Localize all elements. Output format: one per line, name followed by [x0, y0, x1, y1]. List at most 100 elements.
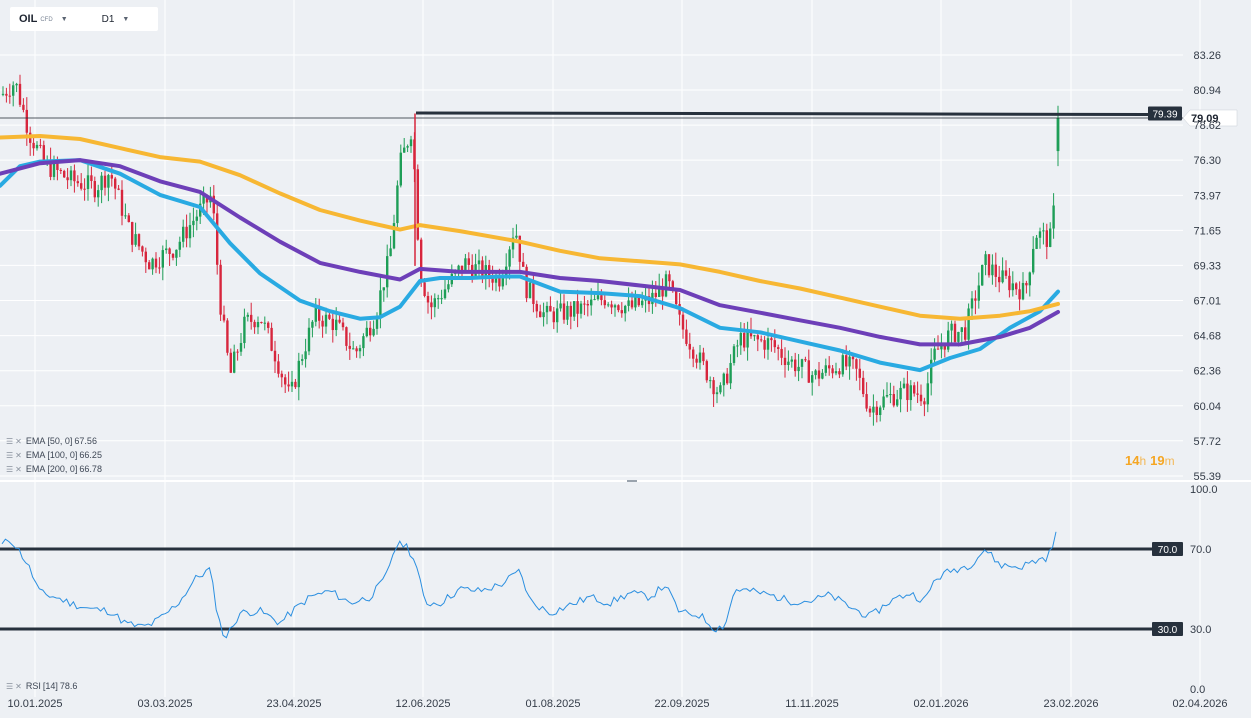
candle[interactable] [246, 312, 249, 322]
candle[interactable] [379, 277, 382, 329]
candle[interactable] [382, 287, 385, 302]
candle[interactable] [467, 252, 470, 273]
candle[interactable] [528, 282, 532, 299]
candle[interactable] [998, 265, 1001, 293]
candle[interactable] [610, 300, 613, 315]
close-icon[interactable]: ✕ [15, 681, 22, 691]
candle[interactable] [195, 209, 198, 231]
candle[interactable] [406, 144, 409, 153]
candle[interactable] [250, 302, 253, 330]
candle[interactable] [216, 201, 219, 275]
candle[interactable] [559, 291, 562, 312]
candle[interactable] [770, 336, 773, 352]
candle[interactable] [943, 345, 946, 358]
candle[interactable] [641, 291, 644, 308]
close-icon[interactable]: ✕ [15, 464, 22, 474]
candle[interactable] [749, 317, 753, 339]
candle-last[interactable] [1056, 105, 1060, 167]
candle[interactable] [953, 320, 957, 344]
candle[interactable] [236, 349, 239, 361]
candle[interactable] [1038, 227, 1042, 249]
candle[interactable] [732, 343, 736, 366]
candle[interactable] [712, 377, 715, 407]
candle[interactable] [107, 173, 110, 202]
candle[interactable] [171, 253, 175, 261]
candle[interactable] [443, 277, 447, 300]
candle[interactable] [804, 356, 807, 363]
candle[interactable] [845, 345, 848, 371]
candle[interactable] [902, 377, 906, 389]
candle[interactable] [960, 327, 963, 345]
candle[interactable] [702, 347, 705, 366]
candle[interactable] [182, 219, 185, 248]
candle[interactable] [1025, 280, 1028, 294]
candle[interactable] [1001, 257, 1004, 284]
candle[interactable] [1049, 222, 1052, 248]
candle[interactable] [811, 371, 814, 396]
settings-icon[interactable]: ☰ [6, 436, 14, 446]
candle[interactable] [634, 290, 637, 311]
candle[interactable] [1018, 281, 1021, 311]
candle[interactable] [301, 354, 304, 366]
candle[interactable] [25, 97, 28, 146]
candle[interactable] [22, 98, 25, 113]
candle[interactable] [1015, 282, 1018, 295]
candle[interactable] [821, 369, 824, 380]
candle[interactable] [18, 74, 22, 107]
candle[interactable] [542, 302, 545, 327]
candle[interactable] [726, 367, 729, 385]
candle[interactable] [573, 301, 576, 321]
candle[interactable] [141, 245, 144, 257]
candle[interactable] [875, 401, 878, 423]
candle[interactable] [144, 247, 147, 273]
candle[interactable] [607, 302, 610, 308]
candle[interactable] [280, 370, 283, 388]
candle[interactable] [73, 164, 76, 193]
candle[interactable] [103, 170, 107, 196]
candle[interactable] [222, 305, 226, 323]
candle[interactable] [685, 319, 688, 347]
candle[interactable] [226, 318, 229, 356]
candle[interactable] [566, 301, 569, 325]
candle[interactable] [66, 168, 69, 189]
candle[interactable] [787, 350, 790, 371]
candle[interactable] [947, 321, 950, 353]
candle[interactable] [134, 222, 137, 247]
candle[interactable] [396, 180, 399, 228]
candle[interactable] [69, 166, 73, 187]
candle[interactable] [273, 340, 277, 373]
candle[interactable] [508, 246, 511, 280]
candle[interactable] [188, 212, 192, 248]
close-icon[interactable]: ✕ [15, 436, 22, 446]
candle[interactable] [362, 333, 365, 357]
candle[interactable] [658, 273, 661, 298]
candle[interactable] [889, 382, 892, 404]
candle[interactable] [1052, 193, 1055, 239]
candle[interactable] [420, 237, 423, 287]
candle[interactable] [168, 247, 171, 266]
candle[interactable] [556, 300, 559, 333]
candle[interactable] [318, 298, 321, 329]
candle[interactable] [899, 381, 902, 413]
candle[interactable] [1028, 271, 1031, 297]
candle[interactable] [399, 144, 402, 188]
candle[interactable] [365, 321, 368, 338]
settings-icon[interactable]: ☰ [6, 464, 14, 474]
candle[interactable] [964, 318, 967, 343]
candle[interactable] [797, 354, 800, 382]
candle[interactable] [739, 322, 742, 355]
candle[interactable] [32, 137, 35, 156]
candle[interactable] [409, 135, 413, 153]
candle[interactable] [392, 214, 396, 250]
candle[interactable] [403, 137, 406, 153]
candle[interactable] [352, 341, 355, 350]
candle[interactable] [586, 299, 589, 317]
candle[interactable] [722, 372, 725, 397]
candle[interactable] [583, 295, 586, 316]
candle[interactable] [800, 358, 804, 379]
candle[interactable] [624, 304, 627, 322]
candle[interactable] [117, 184, 120, 191]
candle[interactable] [916, 381, 919, 403]
candle[interactable] [297, 352, 300, 401]
